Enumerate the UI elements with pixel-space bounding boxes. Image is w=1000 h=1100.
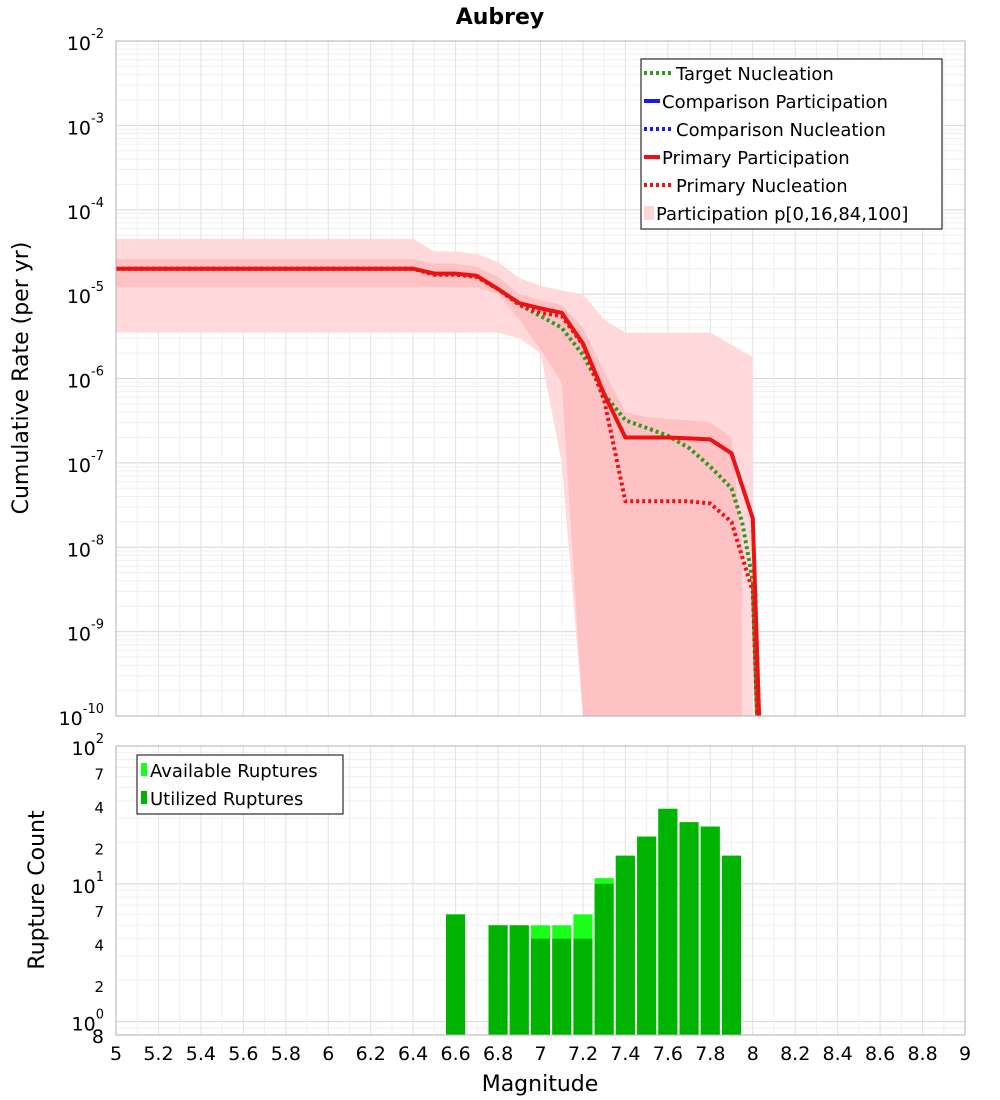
rate-y-axis-label: Cumulative Rate (per yr)	[9, 242, 34, 515]
bar-utilized-ruptures	[509, 925, 529, 1035]
bar-utilized-ruptures	[552, 938, 572, 1035]
bar-utilized-ruptures	[722, 855, 742, 1035]
magnitude-x-tick-labels: 5 5.2 5.4 5.6 5.8 6 6.2 6.4 6.6 6.8 7 7.2 7.4 7.6 7.8 8…	[110, 1043, 971, 1065]
magnitude-x-tick-label: 6.4	[398, 1043, 428, 1065]
magnitude-x-tick-label: 6.6	[440, 1043, 470, 1065]
magnitude-x-tick-label: 8.2	[780, 1043, 810, 1065]
legend-swatch-available-ruptures	[141, 763, 147, 776]
magnitude-x-tick-label: 5.4	[186, 1043, 216, 1065]
magnitude-x-tick-label: 7	[534, 1043, 546, 1065]
count-legend: Available Ruptures Utilized Ruptures	[136, 754, 344, 815]
count-y-minor-tick-label: 7	[94, 903, 104, 921]
legend-label-target-nucleation: Target Nucleation	[675, 64, 834, 85]
rate-y-tick-label: 10-3	[67, 111, 104, 139]
legend-label-comparison-nucleation: Comparison Nucleation	[676, 120, 886, 141]
magnitude-x-tick-label: 5.6	[228, 1043, 258, 1065]
magnitude-x-tick-label: 6.2	[356, 1043, 386, 1065]
legend-swatch-participation-band	[644, 206, 654, 220]
count-y-minor-tick-label: 4	[94, 799, 104, 817]
count-legend-box	[136, 754, 344, 815]
bar-utilized-ruptures	[530, 938, 550, 1035]
count-y-tick-label: 102	[72, 732, 104, 760]
magnitude-x-tick-label: 7.4	[610, 1043, 640, 1065]
rupture-count-bars	[446, 808, 742, 1035]
series-line-primary-participation	[116, 266, 762, 717]
count-y-minor-tick-label: 2	[94, 978, 104, 996]
bar-utilized-ruptures	[573, 938, 593, 1035]
rate-y-tick-label: 10-2	[67, 27, 104, 55]
count-y-tick-label: 100	[72, 1008, 104, 1036]
count-y-tick-labels: 102 101 100 7 4 2 7 4 2 8	[72, 732, 104, 1048]
magnitude-x-axis-label: Magnitude	[482, 1072, 599, 1097]
rate-y-tick-label: 10-7	[67, 449, 104, 477]
bar-utilized-ruptures	[679, 822, 699, 1035]
rate-series-lines	[116, 266, 762, 717]
count-y-minor-tick-label: 4	[94, 937, 104, 955]
magnitude-x-tick-label: 5.8	[271, 1043, 301, 1065]
rate-y-tick-label: 10-5	[67, 280, 104, 308]
legend-label-primary-nucleation: Primary Nucleation	[676, 176, 848, 197]
rate-legend: Target Nucleation Comparison Participati…	[640, 58, 943, 230]
chart-title: Aubrey	[456, 5, 545, 30]
magnitude-x-tick-label: 9	[959, 1043, 971, 1065]
rate-y-tick-label: 10-9	[67, 618, 104, 646]
legend-label-comparison-participation: Comparison Participation	[662, 92, 888, 113]
rate-plot-frame	[115, 40, 966, 717]
count-plot-frame	[115, 745, 966, 1036]
magnitude-x-tick-label: 8	[747, 1043, 759, 1065]
legend-swatch-utilized-ruptures	[141, 791, 147, 804]
magnitude-x-tick-label: 7.2	[568, 1043, 598, 1065]
count-y-axis-label: Rupture Count	[25, 810, 50, 970]
rate-y-tick-label: 10-10	[59, 702, 104, 730]
magnitude-x-tick-label: 5.2	[143, 1043, 173, 1065]
count-plot-panel: 102 101 100 7 4 2 7 4 2 8 Rupture Count Available…	[25, 732, 966, 1048]
rate-y-tick-label: 10-6	[67, 365, 104, 393]
magnitude-x-tick-label: 8.4	[823, 1043, 853, 1065]
magnitude-x-tick-label: 6.8	[483, 1043, 513, 1065]
magnitude-x-tick-label: 7.8	[695, 1043, 725, 1065]
bar-utilized-ruptures	[615, 855, 635, 1035]
rate-legend-box	[640, 58, 943, 230]
count-y-minor-tick-label: 8	[92, 1026, 104, 1048]
rate-y-tick-label: 10-8	[67, 533, 104, 561]
rate-y-tick-label: 10-4	[67, 196, 104, 224]
bar-utilized-ruptures	[658, 808, 678, 1035]
magnitude-x-tick-label: 7.6	[653, 1043, 683, 1065]
legend-label-participation-band: Participation p[0,16,84,100]	[656, 204, 908, 225]
magnitude-x-tick-label: 8.6	[865, 1043, 895, 1065]
legend-label-utilized-ruptures: Utilized Ruptures	[150, 789, 303, 810]
count-y-tick-label: 101	[72, 870, 104, 898]
legend-label-primary-participation: Primary Participation	[662, 148, 850, 169]
magnitude-x-tick-label: 5	[110, 1043, 122, 1065]
rate-plot-panel: 10-2 10-3 10-4 10-5 10-6 10-7 10-8 10-9 10-10 Cu…	[9, 27, 966, 730]
bar-utilized-ruptures	[446, 914, 466, 1035]
magnitude-x-tick-label: 8.8	[907, 1043, 937, 1065]
participation-band-p16-p84	[116, 259, 743, 716]
legend-label-available-ruptures: Available Ruptures	[150, 761, 318, 782]
bar-utilized-ruptures	[700, 826, 720, 1035]
rate-y-tick-labels: 10-2 10-3 10-4 10-5 10-6 10-7 10-8 10-9 10-10	[59, 27, 104, 730]
count-y-minor-tick-label: 2	[94, 840, 104, 858]
bar-utilized-ruptures	[637, 836, 657, 1035]
count-y-minor-tick-label: 7	[94, 765, 104, 783]
participation-bands	[116, 239, 753, 716]
magnitude-x-tick-label: 6	[322, 1043, 334, 1065]
bar-utilized-ruptures	[488, 925, 508, 1035]
bar-utilized-ruptures	[594, 883, 614, 1035]
